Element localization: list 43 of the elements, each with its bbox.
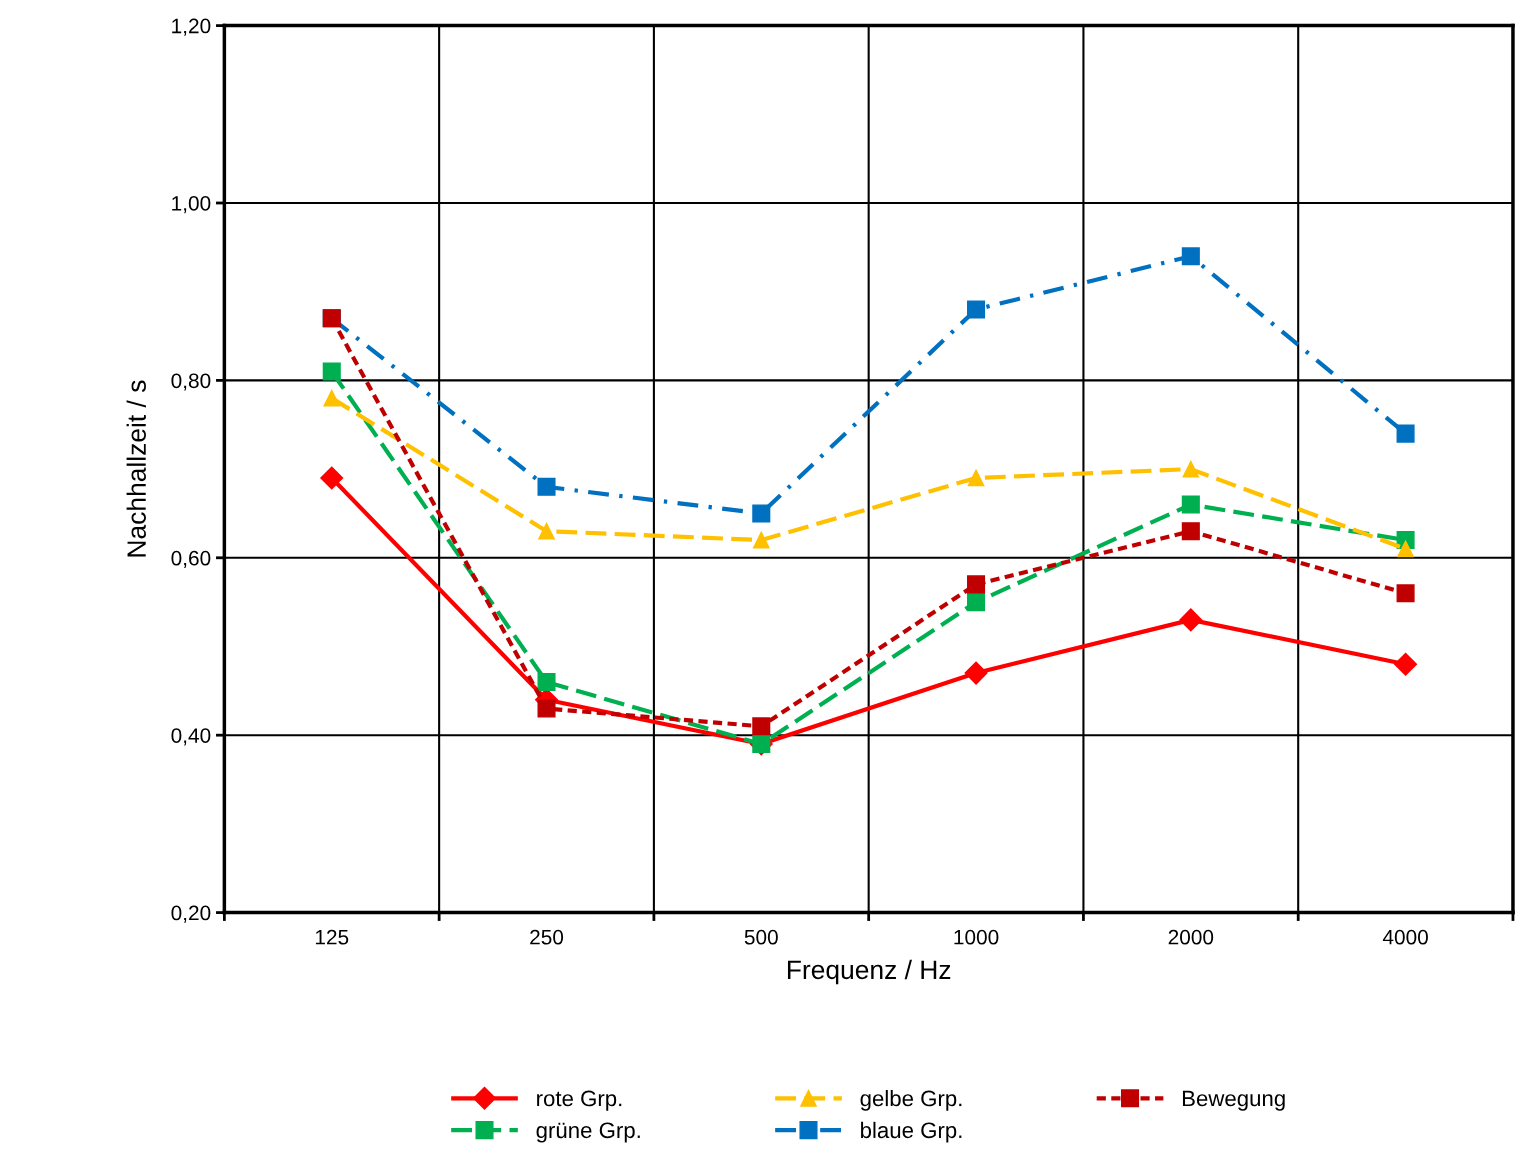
x-tick-label: 4000 bbox=[1382, 929, 1428, 945]
legend-label: rote Grp. bbox=[537, 1090, 622, 1111]
point bbox=[1396, 584, 1415, 603]
y-tick-label: 0,20 bbox=[171, 905, 211, 923]
point bbox=[320, 466, 344, 490]
x-tick-label: 250 bbox=[530, 929, 564, 945]
point bbox=[967, 593, 986, 612]
point bbox=[1394, 652, 1418, 676]
point bbox=[1182, 460, 1200, 478]
point bbox=[964, 661, 988, 685]
legend-label: gelbe Grp. bbox=[860, 1089, 962, 1111]
x-tick-label: 125 bbox=[315, 929, 349, 945]
point bbox=[967, 575, 986, 594]
point bbox=[1181, 247, 1200, 266]
point bbox=[967, 300, 986, 319]
point bbox=[1396, 424, 1415, 443]
point bbox=[322, 362, 341, 381]
y-axis-title: Nachhallzeit / s bbox=[126, 380, 146, 557]
point bbox=[752, 717, 771, 736]
legend-label: blaue Grp. bbox=[861, 1121, 962, 1143]
x-axis-title: Frequenz / Hz bbox=[787, 959, 951, 985]
x-tick-label: 1000 bbox=[954, 929, 999, 945]
legend-label: Bewegung bbox=[1182, 1090, 1285, 1111]
x-tick-label: 2000 bbox=[1168, 929, 1214, 945]
point bbox=[1397, 540, 1414, 558]
y-tick-label: 0,60 bbox=[171, 550, 211, 568]
y-tick-label: 0,80 bbox=[171, 373, 211, 391]
y-tick-label: 1,00 bbox=[172, 196, 211, 214]
point bbox=[537, 672, 556, 691]
point bbox=[1181, 495, 1200, 514]
point bbox=[752, 504, 771, 523]
point bbox=[752, 531, 770, 549]
point bbox=[323, 389, 341, 407]
point bbox=[1179, 608, 1203, 632]
point bbox=[1181, 522, 1200, 541]
point bbox=[537, 699, 556, 718]
x-tick-label: 500 bbox=[744, 929, 778, 945]
point bbox=[967, 469, 985, 487]
y-tick-label: 1,20 bbox=[172, 18, 211, 36]
point bbox=[538, 522, 555, 540]
y-tick-label: 0,40 bbox=[171, 728, 211, 746]
legend-label: grüne Grp. bbox=[536, 1122, 640, 1143]
point bbox=[537, 477, 556, 496]
